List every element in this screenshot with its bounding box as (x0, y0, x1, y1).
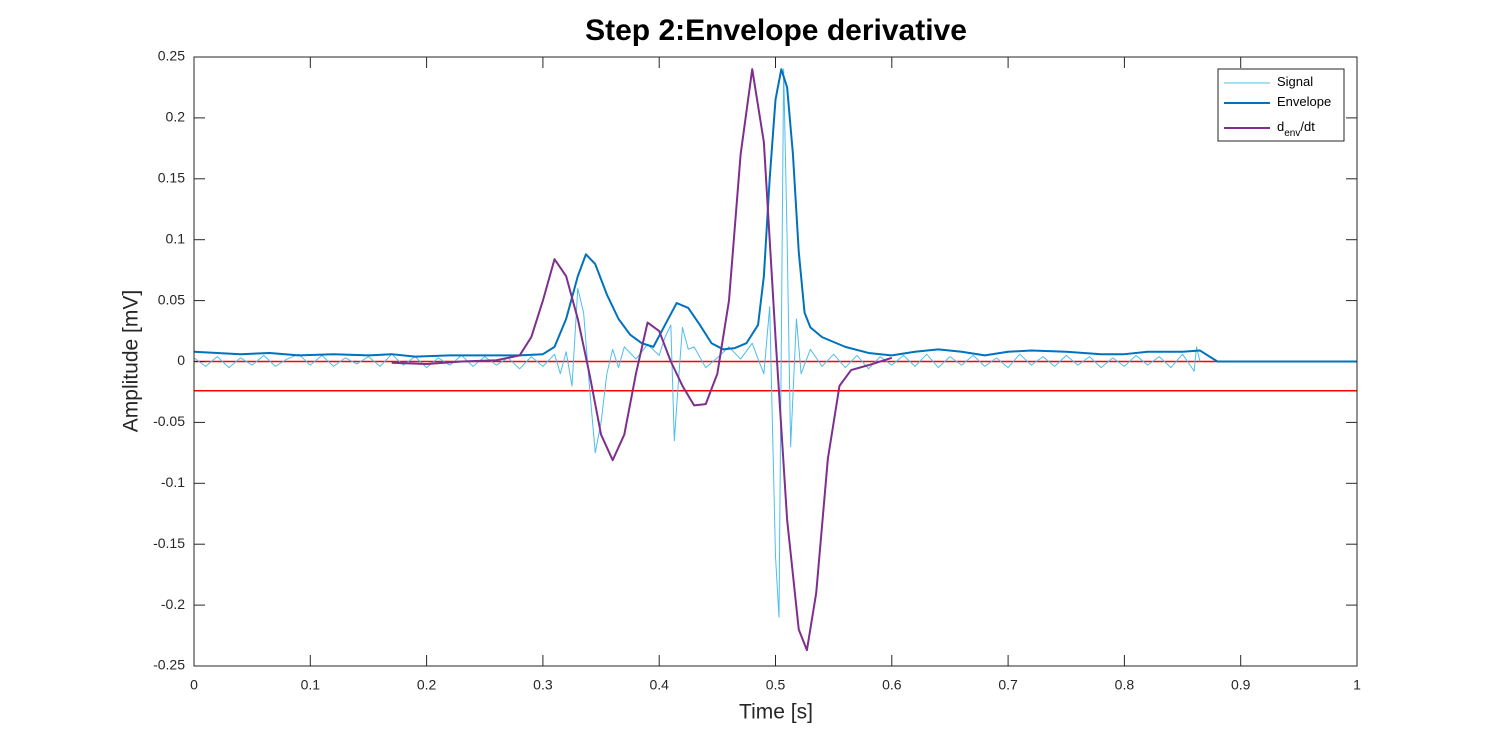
legend-label: Signal (1277, 74, 1313, 89)
y-tick-label: 0.1 (166, 230, 186, 246)
legend-label-part: /dt (1300, 119, 1315, 134)
x-tick-label: 0.5 (766, 677, 786, 693)
x-tick-label: 0.3 (533, 677, 553, 693)
data-line (391, 68, 893, 652)
x-tick-label: 0.7 (998, 677, 1018, 693)
y-tick-label: 0 (177, 352, 185, 368)
y-tick-label: -0.15 (153, 535, 185, 551)
x-tick-label: 0.6 (882, 677, 902, 693)
y-tick-label: 0.25 (158, 48, 185, 64)
axes-box (193, 56, 1358, 667)
legend-label: denv/dt (1277, 119, 1315, 138)
y-tick-label: 0.2 (166, 109, 186, 125)
y-tick-label: 0.05 (158, 291, 185, 307)
x-tick-label: 1 (1353, 677, 1361, 693)
y-axis-label: Amplitude [mV] (120, 290, 143, 432)
legend-label-part: Envelope (1277, 94, 1331, 109)
x-tick-label: 0 (190, 677, 198, 693)
legend-label-part: env (1284, 128, 1300, 139)
y-tick-label: -0.05 (153, 413, 185, 429)
data-line (193, 68, 1357, 363)
x-tick-label: 0.9 (1231, 677, 1251, 693)
chart-title: Step 2:Envelope derivative (585, 14, 967, 47)
legend-label-part: Signal (1277, 74, 1313, 89)
x-axis-label: Time [s] (739, 701, 813, 724)
legend-label: Envelope (1277, 94, 1331, 109)
legend-label-part: d (1277, 119, 1284, 134)
y-tick-label: -0.25 (153, 657, 185, 673)
x-tick-label: 0.4 (649, 677, 669, 693)
y-tick-label: 0.15 (158, 170, 185, 186)
x-tick-label: 0.2 (417, 677, 437, 693)
x-tick-label: 0.8 (1115, 677, 1135, 693)
y-tick-label: -0.2 (161, 596, 185, 612)
x-tick-label: 0.1 (301, 677, 321, 693)
y-tick-label: -0.1 (161, 474, 185, 490)
data-line (193, 68, 1201, 618)
